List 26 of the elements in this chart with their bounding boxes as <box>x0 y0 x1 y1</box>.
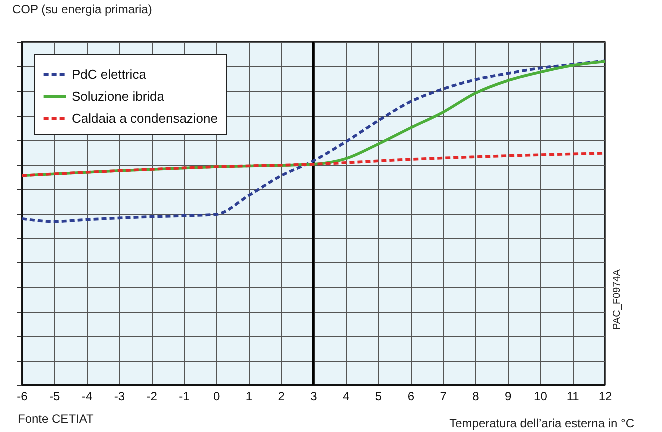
x-tick-label: -6 <box>17 390 28 404</box>
x-tick-label: 6 <box>408 390 415 404</box>
legend-label: Caldaia a condensazione <box>72 111 218 126</box>
x-tick-label: 12 <box>598 390 612 404</box>
y-axis-title: COP (su energia primaria) <box>12 2 152 16</box>
legend-label: PdC elettrica <box>72 67 148 82</box>
legend-label: Soluzione ibrida <box>72 89 166 104</box>
source-note: Fonte CETIAT <box>18 412 94 426</box>
text: PAC_F0974A <box>612 270 623 330</box>
x-tick-label: 9 <box>504 390 512 404</box>
x-tick-label: -5 <box>50 390 61 404</box>
x-tick-label: 8 <box>472 390 480 404</box>
x-tick-label: 4 <box>343 390 350 404</box>
x-tick-label: -2 <box>146 390 158 404</box>
x-tick-label: 7 <box>440 390 448 404</box>
x-tick-label: 10 <box>534 390 548 404</box>
x-tick-label: -3 <box>114 390 126 404</box>
x-tick-label: -1 <box>179 390 190 404</box>
x-tick-label: 5 <box>375 390 382 404</box>
x-axis-title: Temperatura dell’aria esterna in °C <box>450 416 635 430</box>
x-tick-label: 0 <box>213 390 220 404</box>
x-tick-label: 1 <box>246 390 253 404</box>
x-tick-label: 11 <box>566 390 580 404</box>
x-tick-label: 2 <box>278 390 286 404</box>
x-tick-label: 3 <box>310 390 318 404</box>
x-tick-label: -4 <box>82 390 93 404</box>
